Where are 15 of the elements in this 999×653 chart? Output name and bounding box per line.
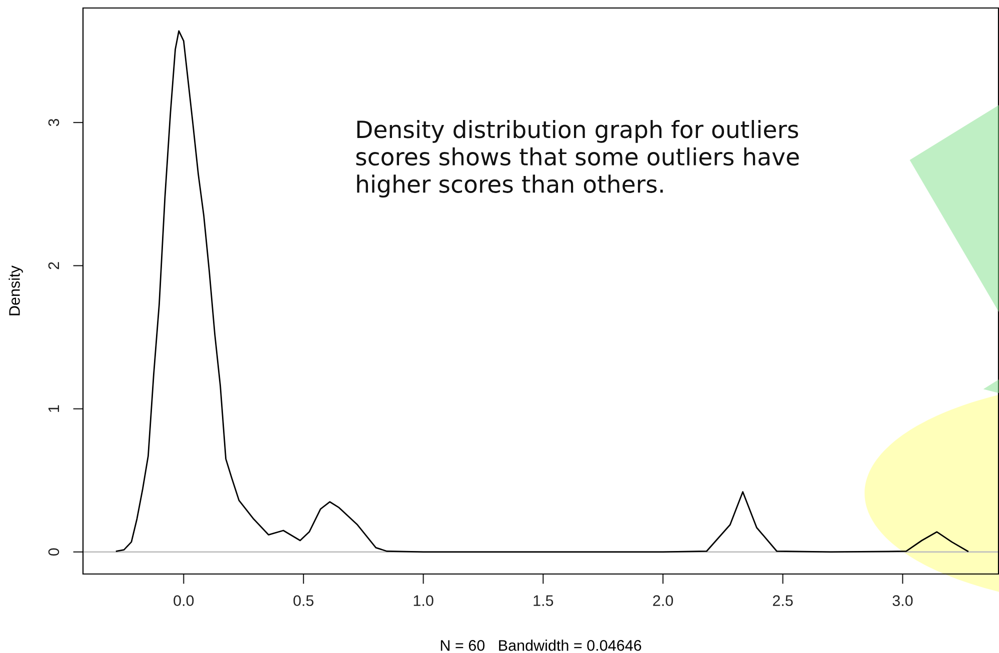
x-tick-label: 0.5 (293, 595, 314, 606)
x-tick-label: 1.5 (534, 595, 554, 606)
y-tick-label: 3 (48, 118, 60, 126)
x-tick-label: 1.0 (414, 595, 434, 606)
x-tick-label: 2.0 (653, 595, 673, 606)
x-tick-label: 3.0 (892, 595, 913, 606)
y-tick-label: 1 (48, 405, 59, 412)
y-axis-title: Density (8, 266, 23, 316)
line-series (116, 30, 969, 553)
y-tick-label: 2 (48, 262, 59, 270)
x-tick-label: 0.0 (174, 595, 194, 606)
annotation: Density distribution graph for outliers scores shows that some outliers have higher scores than others. (356, 120, 799, 198)
y-tick-label: 0 (48, 548, 60, 556)
x-axis-title: N = 60 Bandwidth = 0.04646 (440, 640, 642, 651)
x-tick-label: 2.5 (772, 595, 793, 606)
